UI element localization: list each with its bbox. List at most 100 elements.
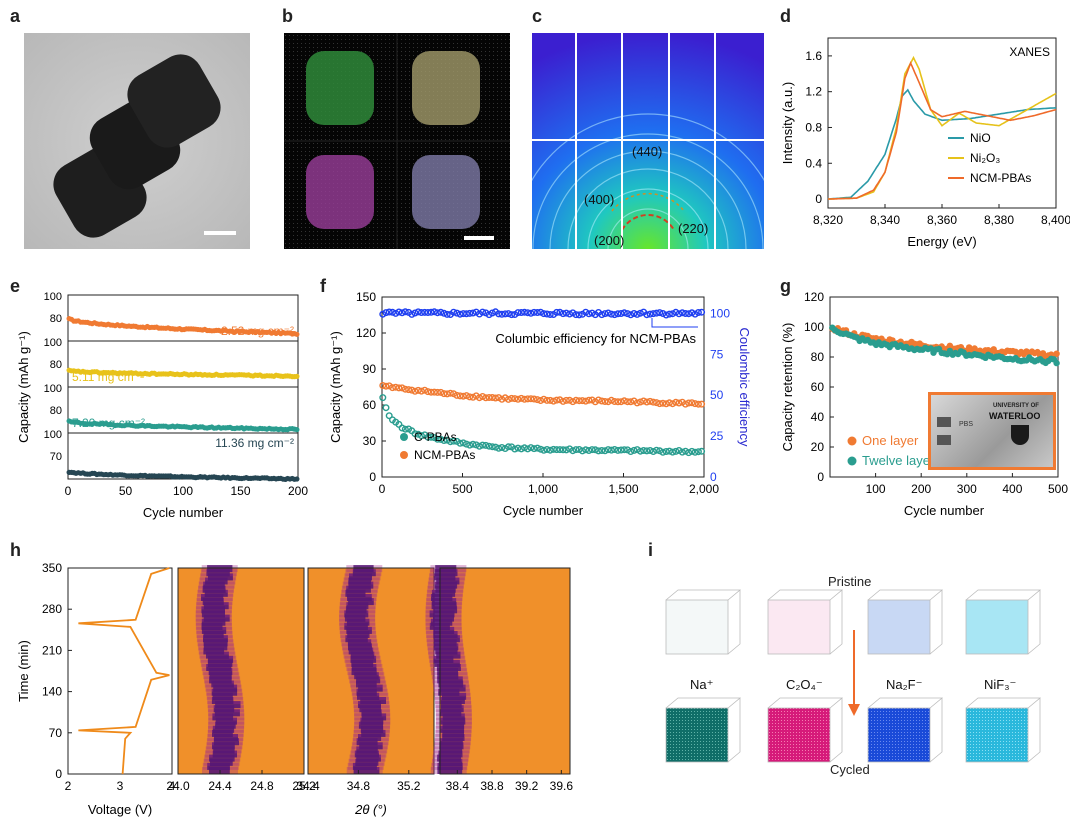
- heatmap-halo: [348, 758, 385, 766]
- heatmap-halo: [433, 684, 470, 692]
- heatmap-halo: [343, 651, 380, 659]
- data-point: [530, 308, 538, 316]
- data-point: [607, 446, 615, 454]
- x-tick-label: 150: [230, 484, 250, 498]
- heatmap-halo: [341, 639, 378, 647]
- data-point: [694, 400, 702, 408]
- data-point: [672, 447, 680, 455]
- heatmap-halo: [203, 758, 240, 766]
- heatmap-peak: [210, 758, 233, 766]
- data-point: [649, 398, 657, 406]
- heatmap-peak: [203, 614, 230, 622]
- heatmap-halo: [198, 581, 235, 589]
- data-point: [450, 308, 458, 316]
- data-point: [414, 386, 422, 394]
- heatmap-halo: [346, 767, 383, 774]
- data-point: [675, 399, 683, 407]
- heatmap-halo: [425, 618, 462, 626]
- data-point: [485, 442, 493, 450]
- data-point: [682, 310, 690, 318]
- ring-label-440: (440): [632, 144, 662, 159]
- y-tick-label: 90: [363, 362, 377, 376]
- data-point: [446, 389, 454, 397]
- heatmap-peak: [349, 573, 372, 581]
- heatmap-peak: [354, 750, 379, 758]
- data-point: [672, 398, 680, 406]
- y-tick-label: 40: [811, 410, 825, 424]
- heatmap-halo: [432, 676, 469, 684]
- y-tick-label: 0: [55, 767, 62, 781]
- data-point: [543, 445, 551, 453]
- xrd-segment-2: [425, 565, 570, 774]
- heatmap-peak: [208, 573, 233, 581]
- heatmap-peak: [431, 594, 453, 601]
- x-tick-label: 38.8: [480, 779, 504, 793]
- y-tick-label: 280: [42, 602, 62, 616]
- data-point: [553, 446, 561, 454]
- data-point: [646, 446, 654, 454]
- loading-label-1: 5.11 mg cm⁻²: [72, 370, 144, 384]
- heatmap-peak: [347, 639, 372, 647]
- data-point: [598, 446, 606, 454]
- data-point: [453, 309, 461, 317]
- heatmap-peak: [361, 729, 386, 737]
- data-point: [514, 444, 522, 452]
- y-tick-label: 100: [44, 429, 62, 441]
- data-point: [559, 446, 567, 454]
- heatmap-peak: [436, 664, 461, 671]
- data-point: [466, 441, 474, 449]
- data-point: [440, 436, 448, 444]
- heatmap-peak: [353, 767, 380, 774]
- data-point: [627, 398, 635, 406]
- data-point: [614, 310, 622, 318]
- y-tick-label: 100: [44, 383, 62, 395]
- data-point: [475, 394, 483, 402]
- x-tick-label: 1,000: [528, 482, 558, 496]
- x-tick-label: 500: [452, 482, 472, 496]
- heatmap-peak: [356, 688, 377, 696]
- heatmap-halo: [351, 688, 388, 696]
- heatmap-halo: [354, 709, 391, 717]
- heatmap-peak: [344, 614, 366, 622]
- data-point: [688, 447, 696, 455]
- data-point: [694, 309, 702, 317]
- heatmap-halo: [208, 725, 244, 733]
- data-point: [430, 308, 438, 316]
- loading-label-0: 2.52 mg cm⁻²: [221, 324, 294, 338]
- heatmap-halo: [206, 742, 243, 750]
- eds-map-magenta: [306, 155, 374, 229]
- heatmap-halo: [196, 635, 233, 643]
- heatmap-halo: [195, 610, 232, 618]
- heatmap-halo: [428, 651, 465, 659]
- data-point: [537, 396, 545, 404]
- data-point: [556, 308, 564, 316]
- heatmap-peak: [202, 598, 224, 606]
- heatmap-peak: [440, 738, 463, 746]
- data-point: [572, 446, 580, 454]
- data-point: [382, 309, 390, 317]
- waterloo-crest-icon: [1011, 425, 1029, 445]
- y-tick-label: 30: [363, 434, 377, 448]
- data-point: [572, 396, 580, 404]
- heatmap-peak: [211, 697, 234, 704]
- x-tick-label: 0: [379, 482, 386, 496]
- heatmap-halo: [428, 577, 465, 585]
- y-tick-label: 120: [804, 290, 824, 304]
- heatmap-halo: [350, 750, 387, 758]
- data-point: [691, 310, 699, 318]
- heatmap-peak: [352, 762, 377, 770]
- heatmap-peak: [358, 721, 383, 729]
- heatmap-halo: [432, 758, 468, 766]
- heatmap-halo: [343, 577, 380, 585]
- heatmap-peak: [213, 746, 235, 754]
- data-point: [691, 400, 699, 408]
- annotation-arrow-icon: [651, 318, 698, 328]
- heatmap-peak: [347, 594, 372, 601]
- heatmap-peak: [212, 750, 237, 758]
- y-tick-label: 80: [50, 359, 62, 371]
- heatmap-peak: [344, 610, 369, 618]
- x-axis-label-voltage: Voltage (V): [88, 802, 152, 817]
- heatmap-halo: [425, 606, 462, 614]
- data-point: [414, 308, 422, 316]
- heatmap-halo: [339, 610, 376, 618]
